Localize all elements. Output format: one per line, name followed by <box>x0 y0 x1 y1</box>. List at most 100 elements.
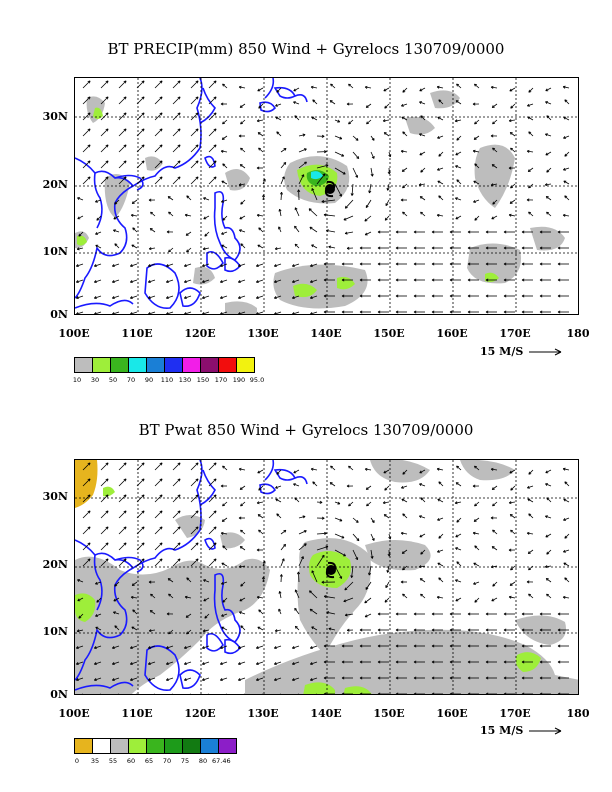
wind-vector <box>401 167 408 172</box>
wind-vector-head <box>503 612 507 616</box>
wind-vector-head <box>323 213 327 217</box>
wind-vector <box>100 96 109 105</box>
colorbar-swatch <box>236 357 255 373</box>
wind-vector <box>279 209 282 217</box>
wind-vector <box>100 494 109 503</box>
wind-vector <box>100 478 109 487</box>
wind-vector <box>402 513 408 519</box>
wind-vector-head <box>348 83 351 87</box>
wind-vector <box>455 100 462 105</box>
wind-vector-head <box>377 628 381 632</box>
wind-vector <box>257 514 264 519</box>
wind-vector-head <box>473 137 477 140</box>
wind-vector <box>364 215 372 222</box>
wind-vector <box>240 529 246 535</box>
colorbar-label: 170 <box>214 376 228 384</box>
wind-vector-head <box>557 612 561 616</box>
wind-vector-head <box>308 208 312 212</box>
wind-vector-head <box>420 593 423 597</box>
wind-vector-head <box>467 246 471 250</box>
colorbar-swatch <box>128 738 147 754</box>
wind-vector-head <box>274 264 277 267</box>
wind-vector-head <box>87 494 91 498</box>
wind-vector <box>94 279 102 283</box>
wind-vector-head <box>385 585 389 589</box>
wind-vector-head <box>343 553 346 557</box>
wind-vector <box>328 628 336 631</box>
wind-vector <box>258 609 264 615</box>
wind-vector <box>527 103 534 107</box>
wind-vector-head <box>283 529 287 533</box>
panel1-wind-vectors <box>76 80 570 314</box>
wind-vector <box>82 128 91 137</box>
wind-vector-head <box>220 264 223 267</box>
wind-vector-head <box>238 85 242 89</box>
wind-vector-head <box>274 629 278 633</box>
wind-vector-head <box>503 230 507 234</box>
wind-vector <box>311 244 318 249</box>
wind-vector <box>528 87 534 93</box>
wind-vector-head <box>202 694 205 695</box>
wind-vector <box>203 197 210 201</box>
wind-vector <box>100 144 109 153</box>
wind-vector <box>258 227 264 233</box>
wind-vector-head <box>238 678 241 681</box>
wind-vector <box>190 494 199 503</box>
wind-vector-head <box>131 626 135 630</box>
wind-vector-head <box>377 660 381 664</box>
wind-vector <box>77 197 84 201</box>
wind-vector-head <box>455 534 459 538</box>
wind-vector <box>171 693 173 694</box>
wind-vector-head <box>262 560 266 564</box>
wind-vector-head <box>402 567 405 571</box>
wind-vector <box>202 279 210 283</box>
wind-vector <box>257 132 264 137</box>
wind-vector <box>172 558 181 567</box>
wind-vector <box>221 244 228 249</box>
wind-vector-head <box>526 580 530 584</box>
wind-vector-head <box>546 115 550 119</box>
wind-vector <box>364 597 372 604</box>
wind-vector-head <box>521 310 525 314</box>
wind-vector <box>455 165 462 169</box>
wind-vector <box>204 613 210 619</box>
wind-vector-head <box>213 526 217 530</box>
wind-vector-head <box>377 294 381 298</box>
wind-vector-head <box>503 310 507 314</box>
wind-vector <box>365 199 372 208</box>
wind-vector <box>401 103 408 107</box>
panel1-lon-label: 170E <box>499 327 531 340</box>
wind-vector <box>95 581 102 585</box>
wind-vector-head <box>491 598 495 602</box>
wind-vector <box>78 613 84 619</box>
wind-vector-head <box>413 612 417 616</box>
wind-vector-head <box>526 531 530 535</box>
wind-vector-head <box>546 551 550 555</box>
wind-vector <box>278 608 282 615</box>
wind-vector <box>222 83 228 89</box>
wind-vector <box>492 529 498 535</box>
wind-vector-head <box>485 246 489 250</box>
panel2-colorbar-labels: 0 35 55 60 65 70 75 80 67.46 <box>68 757 231 765</box>
wind-vector-head <box>359 692 363 694</box>
wind-vector-head <box>562 85 566 89</box>
wind-vector <box>222 119 228 125</box>
wind-vector-head <box>292 694 295 695</box>
wind-vector-head <box>321 516 325 520</box>
wind-vector <box>96 597 102 603</box>
wind-vector-head <box>310 646 313 649</box>
wind-vector-head <box>186 249 190 253</box>
wind-vector-head <box>303 530 307 533</box>
wind-vector-head <box>311 116 315 120</box>
wind-vector <box>94 677 102 681</box>
wind-vector <box>564 195 570 201</box>
wind-vector-head <box>258 147 261 151</box>
panel2-lat-label: 20N <box>42 558 68 571</box>
wind-vector-head <box>240 583 244 587</box>
wind-vector-head <box>395 230 399 234</box>
wind-vector-head <box>521 692 525 694</box>
wind-vector <box>563 180 570 185</box>
wind-vector-head <box>87 160 91 164</box>
wind-vector <box>208 144 217 153</box>
wind-vector <box>136 160 145 169</box>
